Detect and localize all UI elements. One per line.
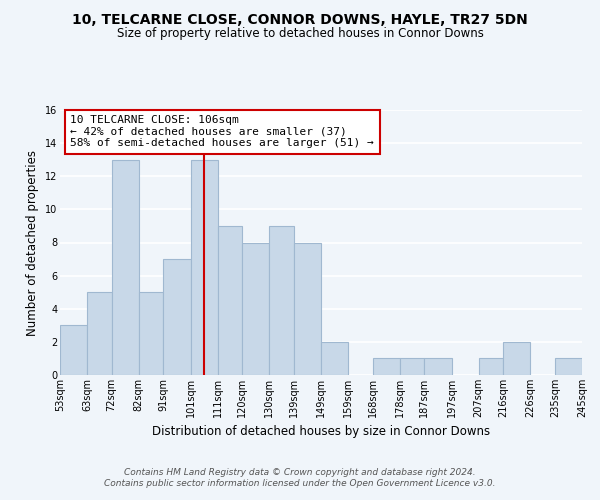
X-axis label: Distribution of detached houses by size in Connor Downs: Distribution of detached houses by size … bbox=[152, 426, 490, 438]
Bar bbox=[294, 242, 321, 375]
Bar bbox=[373, 358, 400, 375]
Bar bbox=[503, 342, 530, 375]
Bar bbox=[400, 358, 424, 375]
Text: 10, TELCARNE CLOSE, CONNOR DOWNS, HAYLE, TR27 5DN: 10, TELCARNE CLOSE, CONNOR DOWNS, HAYLE,… bbox=[72, 12, 528, 26]
Bar bbox=[555, 358, 582, 375]
Bar bbox=[424, 358, 452, 375]
Y-axis label: Number of detached properties: Number of detached properties bbox=[26, 150, 39, 336]
Text: Size of property relative to detached houses in Connor Downs: Size of property relative to detached ho… bbox=[116, 28, 484, 40]
Bar bbox=[163, 259, 191, 375]
Bar bbox=[242, 242, 269, 375]
Bar bbox=[112, 160, 139, 375]
Bar bbox=[191, 160, 218, 375]
Text: 10 TELCARNE CLOSE: 106sqm
← 42% of detached houses are smaller (37)
58% of semi-: 10 TELCARNE CLOSE: 106sqm ← 42% of detac… bbox=[70, 116, 374, 148]
Bar bbox=[269, 226, 294, 375]
Bar bbox=[218, 226, 242, 375]
Text: Contains HM Land Registry data © Crown copyright and database right 2024.
Contai: Contains HM Land Registry data © Crown c… bbox=[104, 468, 496, 487]
Bar bbox=[321, 342, 348, 375]
Bar bbox=[139, 292, 163, 375]
Bar bbox=[87, 292, 112, 375]
Bar bbox=[479, 358, 503, 375]
Bar bbox=[60, 326, 87, 375]
